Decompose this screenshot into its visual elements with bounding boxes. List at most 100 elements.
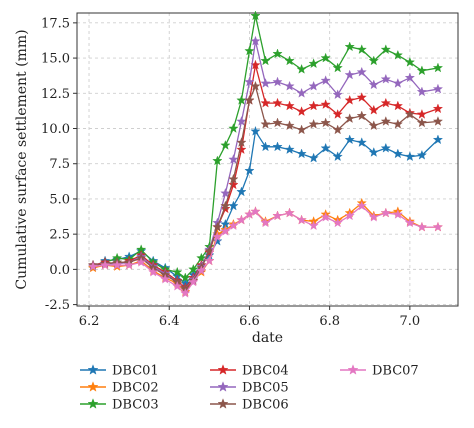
- data-point: [296, 124, 307, 135]
- legend: DBC01 DBC02 DBC03 DBC04 DBC05 DBC06 DBC07: [80, 364, 419, 413]
- data-point: [432, 62, 444, 73]
- data-point: [380, 73, 391, 84]
- data-point: [272, 141, 283, 152]
- data-point: [244, 165, 255, 176]
- legend-label: DBC01: [112, 364, 159, 379]
- data-point: [284, 120, 295, 131]
- legend-label: DBC02: [112, 381, 159, 396]
- data-point: [368, 120, 379, 131]
- data-point: [344, 134, 355, 145]
- y-tick-label: 0.0: [49, 263, 70, 278]
- data-point: [196, 265, 207, 276]
- legend-label: DBC07: [372, 364, 419, 379]
- legend-item-dbc06: DBC06: [210, 398, 289, 413]
- data-point: [416, 86, 428, 97]
- legend-item-dbc07: DBC07: [340, 364, 419, 379]
- series-lines: [87, 10, 444, 298]
- data-point: [250, 125, 261, 136]
- legend-item-dbc03: DBC03: [80, 398, 159, 413]
- x-tick-label: 6.8: [319, 314, 340, 329]
- data-point: [87, 261, 99, 271]
- data-point: [380, 44, 391, 54]
- data-point: [432, 116, 444, 126]
- data-point: [260, 217, 271, 228]
- data-point: [272, 210, 283, 221]
- data-point: [392, 78, 403, 88]
- data-point: [392, 100, 403, 111]
- data-point: [260, 55, 271, 66]
- data-point: [212, 221, 223, 232]
- legend-label: DBC04: [242, 364, 289, 379]
- data-point: [404, 109, 415, 119]
- data-point: [284, 80, 295, 91]
- data-point: [356, 137, 367, 147]
- y-tick-label: 7.5: [49, 157, 70, 172]
- data-point: [416, 117, 428, 128]
- data-point: [356, 92, 367, 102]
- legend-item-dbc04: DBC04: [210, 364, 289, 379]
- data-point: [416, 65, 428, 76]
- y-tick-label: 5.0: [49, 192, 70, 207]
- data-point: [124, 259, 135, 270]
- data-point: [296, 63, 307, 74]
- data-point: [332, 62, 343, 73]
- data-point: [148, 266, 159, 277]
- data-point: [368, 147, 379, 157]
- data-point: [99, 259, 111, 270]
- data-point: [308, 80, 319, 91]
- legend-item-dbc05: DBC05: [210, 381, 289, 396]
- data-point: [260, 78, 271, 88]
- data-point: [188, 276, 199, 287]
- data-point: [380, 97, 391, 108]
- legend-item-dbc02: DBC02: [80, 381, 159, 396]
- data-point: [228, 173, 239, 184]
- data-point: [308, 118, 319, 129]
- data-point: [272, 97, 283, 108]
- data-point: [272, 76, 283, 87]
- data-point: [404, 72, 415, 83]
- y-tick-label: 15.0: [41, 52, 70, 67]
- legend-label: DBC06: [242, 398, 289, 413]
- data-point: [228, 179, 239, 190]
- data-point: [392, 49, 403, 60]
- data-point: [220, 200, 231, 211]
- data-point: [380, 142, 391, 153]
- legend-label: DBC03: [112, 398, 159, 413]
- x-tick-label: 6.2: [79, 314, 100, 329]
- data-point: [188, 263, 199, 274]
- data-point: [220, 140, 231, 150]
- data-point: [284, 207, 295, 218]
- data-point: [320, 75, 331, 85]
- data-point: [272, 48, 283, 59]
- data-point: [332, 124, 343, 135]
- data-point: [332, 217, 343, 228]
- data-point: [320, 99, 331, 109]
- data-point: [416, 221, 428, 232]
- data-point: [212, 155, 223, 166]
- legend-star-icon: [217, 364, 229, 375]
- data-point: [404, 151, 415, 162]
- data-point: [244, 209, 255, 219]
- y-axis-title: Cumulative surface settlement (mm): [14, 29, 30, 289]
- data-point: [296, 87, 307, 98]
- data-point: [236, 186, 247, 197]
- x-tick-label: 7.0: [400, 314, 421, 329]
- data-point: [392, 118, 403, 129]
- data-point: [368, 211, 379, 222]
- data-point: [244, 45, 255, 56]
- legend-star-icon: [347, 364, 359, 375]
- data-point: [111, 259, 123, 270]
- data-point: [244, 94, 255, 105]
- data-point: [228, 220, 239, 231]
- data-point: [432, 103, 444, 114]
- legend-star-icon: [217, 398, 229, 409]
- data-point: [368, 104, 379, 115]
- legend-star-icon: [87, 381, 99, 392]
- y-tick-label: 2.5: [49, 228, 70, 243]
- data-point: [260, 118, 271, 129]
- data-point: [204, 255, 215, 266]
- data-point: [432, 221, 444, 232]
- data-point: [236, 137, 247, 147]
- data-point: [160, 273, 171, 284]
- data-point: [404, 56, 415, 67]
